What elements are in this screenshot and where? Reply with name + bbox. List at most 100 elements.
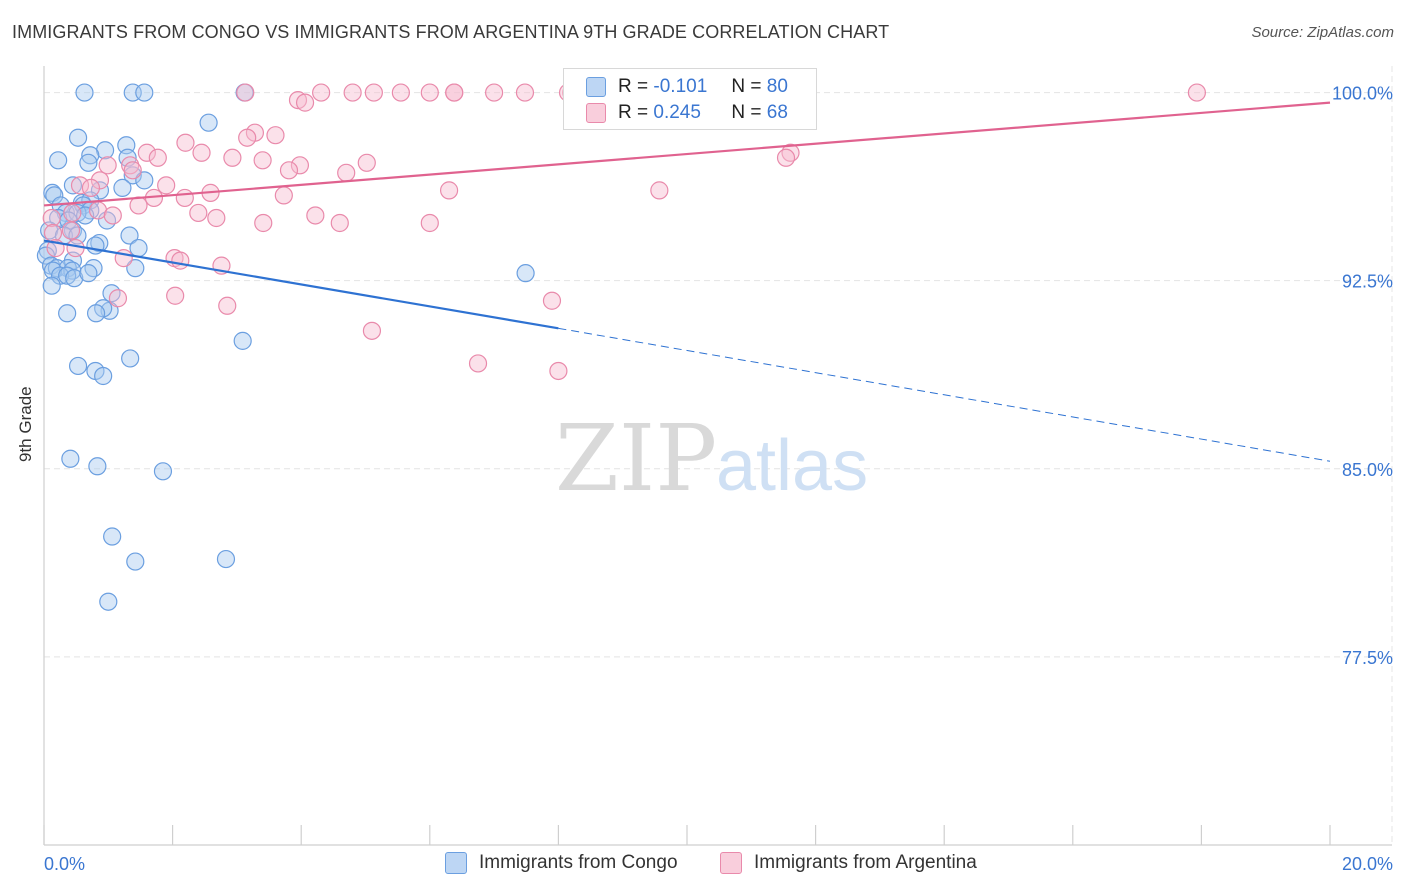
argentina-point — [364, 83, 383, 102]
congo-point — [88, 457, 107, 476]
congo-point — [120, 226, 139, 245]
congo-point — [135, 83, 154, 102]
argentina-point — [549, 361, 568, 381]
argentina-point — [776, 148, 796, 167]
argentina-point — [343, 83, 362, 102]
watermark-atlas: atlas — [716, 426, 868, 506]
congo-point — [68, 128, 88, 147]
congo-point — [86, 304, 106, 323]
gridlines — [44, 66, 1393, 845]
congo-point — [36, 246, 56, 265]
argentina-n-label: N = — [731, 102, 762, 123]
legend-item-congo[interactable]: Immigrants from Congo — [445, 852, 678, 874]
congo-swatch — [586, 77, 606, 97]
argentina-point — [223, 148, 242, 167]
congo-n-label: N = — [731, 76, 762, 97]
congo-point — [97, 211, 117, 230]
congo-point — [68, 356, 88, 376]
legend-item-argentina[interactable]: Immigrants from Argentina — [720, 852, 977, 874]
argentina-point — [66, 238, 85, 258]
argentina-point — [166, 286, 185, 305]
argentina-point — [1187, 83, 1206, 102]
y-tick-label: 77.5% — [1342, 648, 1393, 668]
argentina-point — [98, 156, 117, 175]
watermark: ZIP atlas — [555, 405, 868, 512]
argentina-point — [121, 156, 140, 175]
congo-point — [199, 113, 218, 132]
argentina-point — [420, 213, 439, 233]
argentina-point — [236, 83, 255, 102]
argentina-point — [485, 83, 504, 102]
y-tick-label: 85.0% — [1342, 460, 1393, 480]
argentina-point — [391, 83, 410, 102]
argentina-swatch — [586, 103, 606, 123]
argentina-point — [70, 176, 90, 195]
legend-congo-swatch — [445, 852, 467, 874]
congo-point — [63, 176, 83, 195]
argentina-point — [650, 181, 669, 200]
congo-r-value: -0.101 — [653, 76, 708, 97]
congo-point — [61, 449, 80, 468]
legend-argentina-swatch — [720, 852, 742, 874]
x-tick-label-min: 0.0% — [44, 854, 85, 874]
argentina-point — [254, 213, 273, 233]
argentina-r-label: R = — [618, 102, 649, 123]
congo-point — [129, 238, 148, 258]
y-tick-label: 92.5% — [1342, 272, 1393, 292]
argentina-point — [171, 251, 190, 270]
argentina-point — [175, 188, 194, 208]
congo-point — [58, 304, 77, 323]
congo-point — [216, 549, 236, 569]
argentina-point — [123, 161, 142, 180]
y-tick-label: 100.0% — [1332, 84, 1393, 104]
tick-labels: 77.5% 85.0% 92.5% 100.0% 0.0% 20.0% — [44, 84, 1393, 874]
argentina-point — [288, 90, 308, 110]
argentina-point — [108, 289, 128, 308]
congo-point — [49, 151, 68, 170]
argentina-point — [295, 93, 315, 112]
watermark-zip: ZIP — [555, 405, 717, 512]
argentina-point — [306, 206, 325, 225]
argentina-point — [274, 186, 293, 205]
argentina-point — [330, 213, 349, 233]
stats-legend: R = -0.101 N = 80 R = 0.245 N = 68 — [563, 68, 817, 130]
argentina-point — [439, 181, 459, 200]
congo-r-label: R = — [618, 76, 649, 97]
argentina-point — [238, 128, 257, 147]
argentina-point — [63, 203, 82, 223]
congo-point — [121, 349, 140, 368]
series-legend: Immigrants from Congo Immigrants from Ar… — [0, 852, 1406, 878]
congo-point — [126, 552, 145, 571]
congo-point — [58, 266, 77, 285]
argentina-point — [312, 83, 331, 102]
legend-row-congo: R = -0.101 N = 80 — [586, 74, 788, 100]
congo-point — [113, 178, 132, 197]
argentina-point — [279, 161, 299, 180]
argentina-point — [290, 156, 310, 175]
congo-point — [65, 269, 84, 288]
source-label: Source: ZipAtlas.com — [1251, 24, 1394, 41]
argentina-r-value: 0.245 — [653, 102, 701, 123]
congo-point — [153, 462, 173, 481]
legend-row-argentina: R = 0.245 N = 68 — [586, 100, 788, 126]
congo-point — [516, 264, 535, 283]
argentina-point — [515, 83, 535, 102]
argentina-point — [103, 206, 122, 225]
argentina-point — [468, 354, 488, 373]
argentina-point — [157, 176, 176, 195]
congo-point — [84, 259, 103, 278]
argentina-point — [43, 223, 63, 243]
argentina-point — [61, 221, 81, 240]
argentina-n-value: 68 — [766, 102, 788, 123]
congo-point — [103, 527, 122, 546]
congo-n-value: 80 — [766, 76, 788, 97]
congo-point — [233, 331, 252, 350]
trend-lines — [43, 101, 1331, 462]
congo-point — [79, 264, 98, 283]
argentina-point — [129, 196, 148, 215]
argentina-point — [192, 143, 211, 162]
argentina-point — [445, 83, 464, 102]
argentina-point — [189, 203, 208, 223]
congo-point — [99, 592, 118, 611]
